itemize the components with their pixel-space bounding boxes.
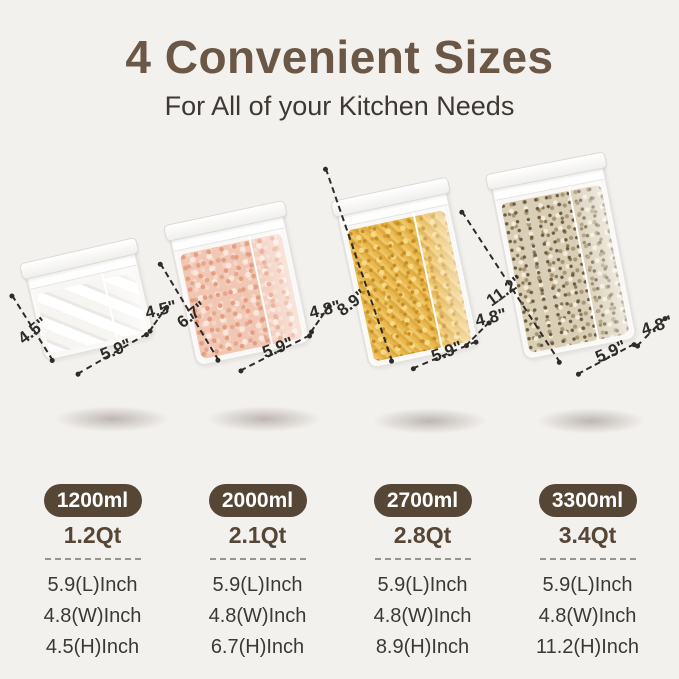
dashed-divider bbox=[374, 558, 471, 560]
length-spec: 5.9(L)Inch bbox=[377, 574, 468, 596]
size-card-2700ml: 2700ml 2.8Qt 5.9(L)Inch 4.8(W)Inch 8.9(H… bbox=[340, 484, 505, 663]
height-spec: 6.7(H)Inch bbox=[210, 636, 305, 658]
width-spec: 4.8(W)Inch bbox=[538, 605, 637, 627]
container-shadow bbox=[55, 406, 170, 432]
dashed-divider bbox=[44, 558, 141, 560]
size-card-1200ml: 1200ml 1.2Qt 5.9(L)Inch 4.8(W)Inch 4.5(H… bbox=[10, 484, 175, 663]
page-subtitle: For All of your Kitchen Needs bbox=[164, 91, 515, 121]
volume-qt-label: 1.2Qt bbox=[63, 522, 122, 548]
container-shadow bbox=[207, 406, 322, 432]
container-3300ml-oats bbox=[484, 151, 638, 362]
width-spec: 4.8(W)Inch bbox=[208, 605, 307, 627]
volume-qt-label: 2.8Qt bbox=[393, 522, 452, 548]
page-title: 4 Convenient Sizes bbox=[125, 31, 554, 83]
width-spec: 4.8(W)Inch bbox=[43, 605, 142, 627]
depth-dimension-label: 4.8" bbox=[473, 304, 509, 331]
dashed-divider bbox=[209, 558, 306, 560]
depth-dimension-label: 4.5" bbox=[143, 296, 179, 323]
length-spec: 5.9(L)Inch bbox=[542, 574, 633, 596]
width-spec: 4.8(W)Inch bbox=[373, 605, 472, 627]
header: 4 Convenient Sizes For All of your Kitch… bbox=[0, 30, 679, 122]
volume-ml-badge: 2000ml bbox=[208, 484, 307, 517]
depth-dimension-label: 4.8" bbox=[638, 311, 675, 340]
height-spec: 11.2(H)Inch bbox=[535, 636, 639, 658]
volume-qt-label: 2.1Qt bbox=[228, 522, 287, 548]
container-shadow bbox=[372, 408, 487, 434]
length-spec: 5.9(L)Inch bbox=[47, 574, 138, 596]
dashed-divider bbox=[539, 558, 636, 560]
height-spec: 8.9(H)Inch bbox=[375, 636, 470, 658]
length-spec: 5.9(L)Inch bbox=[212, 574, 303, 596]
volume-ml-badge: 1200ml bbox=[43, 484, 142, 517]
volume-ml-badge: 2700ml bbox=[373, 484, 472, 517]
size-card-3300ml: 3300ml 3.4Qt 5.9(L)Inch 4.8(W)Inch 11.2(… bbox=[505, 484, 670, 663]
height-spec: 4.5(H)Inch bbox=[45, 636, 140, 658]
volume-ml-badge: 3300ml bbox=[538, 484, 637, 517]
size-card-2000ml: 2000ml 2.1Qt 5.9(L)Inch 4.8(W)Inch 6.7(H… bbox=[175, 484, 340, 663]
volume-qt-label: 3.4Qt bbox=[558, 522, 617, 548]
size-spec-table: 1200ml 1.2Qt 5.9(L)Inch 4.8(W)Inch 4.5(H… bbox=[10, 484, 670, 663]
container-shadow bbox=[537, 408, 645, 434]
